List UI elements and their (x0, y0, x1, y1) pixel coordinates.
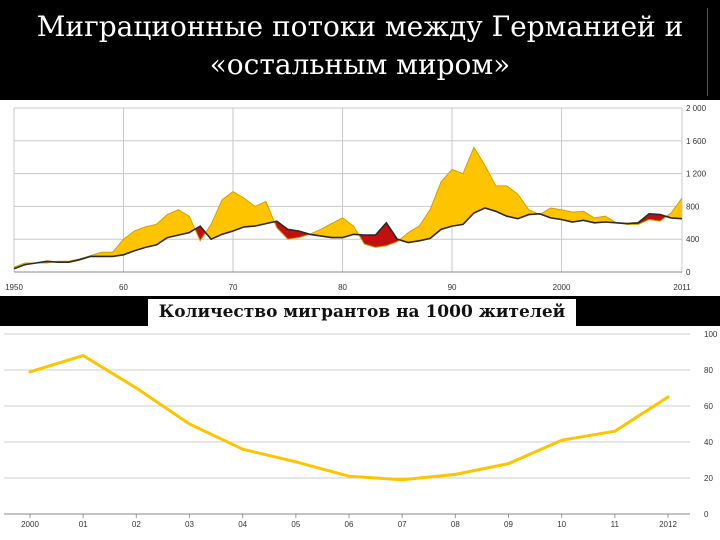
slide-title-line1: Миграционные потоки между Германией и (36, 10, 684, 43)
data-point (666, 395, 670, 399)
net-inflow-area (205, 191, 275, 240)
data-point (347, 474, 351, 478)
plot-background (0, 100, 720, 296)
y-tick-label: 0 (704, 510, 709, 519)
y-tick-label: 2 000 (686, 104, 707, 113)
x-tick-label: 06 (345, 520, 354, 529)
x-tick-label: 02 (132, 520, 141, 529)
x-tick-label: 10 (557, 520, 566, 529)
data-point (241, 447, 245, 451)
x-tick-label: 07 (398, 520, 407, 529)
x-tick-label: 01 (79, 520, 88, 529)
data-point (294, 460, 298, 464)
x-tick-label: 2000 (553, 283, 571, 292)
data-point (453, 472, 457, 476)
x-tick-label: 11 (611, 520, 620, 529)
y-tick-label: 400 (686, 235, 700, 244)
net-inflow-area (399, 147, 539, 243)
emigration-line (13, 207, 683, 270)
data-point (188, 422, 191, 426)
x-tick-label: 2011 (673, 283, 691, 292)
x-tick-label: 09 (504, 520, 513, 529)
migration-flows-area-chart: 0 400 800 1 200 1 600 2 000 1950 60 70 80 90 2000 20… (0, 100, 720, 296)
x-tick-label: 08 (451, 520, 460, 529)
y-tick-label: 0 (686, 268, 691, 277)
y-tick-label: 1 600 (686, 137, 707, 146)
x-tick-label: 2012 (659, 520, 677, 529)
data-point (400, 478, 404, 482)
y-tick-label: 800 (686, 202, 700, 211)
data-point (134, 386, 138, 390)
data-point (560, 438, 564, 442)
y-tick-label: 60 (704, 402, 713, 411)
x-tick-label: 03 (185, 520, 194, 529)
slide-title: Миграционные потоки между Германией и «о… (0, 0, 720, 100)
data-point (81, 354, 85, 358)
data-point (28, 370, 32, 374)
migrants-per-1000-line-chart: 0 20 40 60 80 100 2000 01 02 03 04 05 06 07 08 09 10 11 20… (0, 326, 720, 540)
x-tick-label: 80 (338, 283, 347, 292)
y-tick-label: 80 (704, 366, 713, 375)
chart-caption: Количество мигрантов на 1000 жителей (148, 299, 576, 326)
data-point (613, 429, 617, 433)
y-tick-label: 100 (704, 330, 718, 339)
net-outflow-area (358, 222, 400, 248)
x-tick-label: 2000 (21, 520, 39, 529)
data-point (507, 462, 510, 466)
x-tick-label: 1950 (5, 283, 23, 292)
net-inflow-area (309, 217, 359, 238)
title-divider (707, 8, 708, 96)
x-tick-label: 70 (229, 283, 238, 292)
x-tick-label: 60 (119, 283, 128, 292)
slide-title-line2: «остальным миром» (209, 48, 511, 81)
immigration-line (13, 146, 683, 268)
y-tick-label: 1 200 (686, 170, 707, 179)
x-tick-label: 90 (448, 283, 457, 292)
y-tick-label: 40 (704, 438, 713, 447)
net-outflow-area (616, 213, 667, 225)
net-inflow-area (54, 209, 196, 263)
x-tick-label: 05 (291, 520, 300, 529)
x-tick-label: 04 (238, 520, 247, 529)
y-tick-label: 20 (704, 474, 713, 483)
